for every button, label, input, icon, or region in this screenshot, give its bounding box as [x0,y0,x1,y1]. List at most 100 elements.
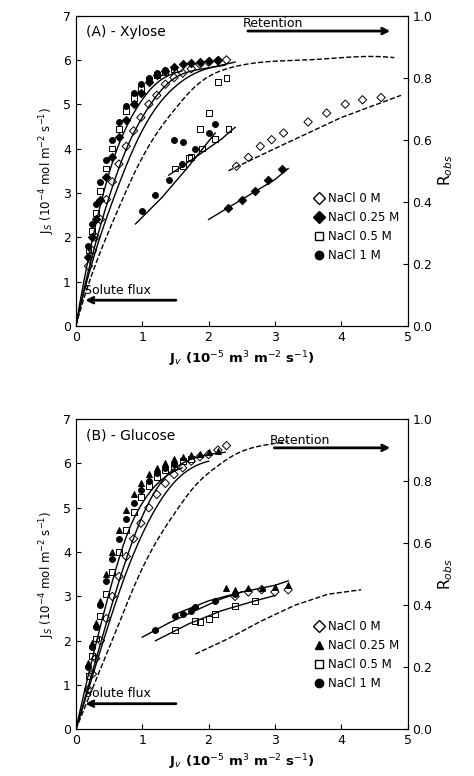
Point [92,617,100,629]
Point [145,501,153,514]
Point [89,650,96,663]
Point [188,455,195,467]
Point [214,76,222,88]
Y-axis label: J$_S$ (10$^{-4}$ mol m$^{-2}$ s$^{-1}$): J$_S$ (10$^{-4}$ mol m$^{-2}$ s$^{-1}$) [38,511,57,638]
Point [162,462,169,474]
Point [109,566,116,578]
Point [115,123,123,135]
Point [109,151,116,164]
Point [85,670,92,682]
Point [102,588,110,601]
Point [92,213,100,226]
Point [188,452,195,465]
Text: Solute flux: Solute flux [84,688,151,701]
Point [97,175,104,188]
Point [130,125,137,137]
Text: (A) - Xylose: (A) - Xylose [86,25,165,39]
Point [145,480,153,492]
Point [137,78,145,91]
Point [214,444,222,456]
Point [130,488,137,501]
Point [102,568,110,580]
Point [109,175,116,188]
Point [170,459,178,472]
Point [211,133,219,145]
Point [109,591,116,603]
Point [179,160,186,172]
Text: Retention: Retention [243,17,303,30]
Point [162,64,169,76]
Point [89,218,96,230]
Point [196,123,204,135]
Text: Retention: Retention [270,434,330,447]
Point [256,140,264,153]
Point [185,152,192,165]
Point [223,439,230,452]
Point [205,446,212,459]
Point [188,57,195,69]
Point [188,63,195,75]
Point [162,464,169,476]
Point [137,477,145,490]
Point [153,89,161,102]
Point [196,56,204,68]
Point [85,661,92,674]
Point [211,118,219,130]
Point [251,185,259,197]
Point [109,553,116,565]
Point [162,78,169,91]
Point [188,605,195,617]
Point [170,63,178,75]
Point [280,126,287,139]
Point [153,470,161,483]
Point [172,162,179,175]
Point [162,457,169,469]
Point [102,193,110,206]
Point [205,126,212,139]
Point [102,171,110,184]
Point [211,608,219,620]
X-axis label: J$_v$ (10$^{-5}$ m$^3$ m$^{-2}$ s$^{-1}$): J$_v$ (10$^{-5}$ m$^3$ m$^{-2}$ s$^{-1}$… [169,753,315,772]
Point [115,532,123,545]
Point [238,193,246,206]
Point [170,452,178,465]
Point [97,213,104,226]
Point [92,206,100,219]
Point [115,158,123,170]
Point [223,54,230,66]
Point [138,204,146,217]
Point [85,240,92,252]
Point [130,497,137,510]
Point [178,158,186,170]
Point [97,635,104,647]
Point [225,123,232,135]
Point [170,61,178,73]
Point [102,575,110,587]
Y-axis label: R$_{obs}$: R$_{obs}$ [437,559,456,590]
Point [258,584,265,596]
Point [97,610,104,622]
Point [109,546,116,558]
Point [122,504,130,516]
Point [170,71,178,84]
Point [223,582,230,594]
Point [97,594,104,607]
Point [205,612,212,625]
Point [89,231,96,244]
Point [130,532,137,545]
Point [179,67,186,79]
Point [115,131,123,144]
Point [85,244,92,257]
Point [102,612,110,625]
Point [85,684,92,696]
Point [179,58,186,71]
Point [92,632,100,645]
Legend: NaCl 0 M, NaCl 0.25 M, NaCl 0.5 M, NaCl 1 M: NaCl 0 M, NaCl 0.25 M, NaCl 0.5 M, NaCl … [311,618,402,692]
Point [153,67,161,79]
Point [153,467,161,480]
X-axis label: J$_v$ (10$^{-5}$ m$^3$ m$^{-2}$ s$^{-1}$): J$_v$ (10$^{-5}$ m$^3$ m$^{-2}$ s$^{-1}$… [169,349,315,369]
Point [172,610,179,622]
Point [196,451,204,463]
Point [115,570,123,583]
Point [170,458,178,470]
